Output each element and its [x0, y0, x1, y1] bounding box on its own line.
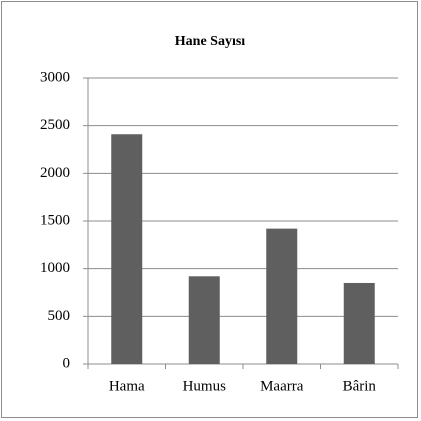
- chart-title: Hane Sayısı: [175, 34, 246, 49]
- y-tick-label: 2000: [40, 165, 70, 181]
- x-tick-label: Hama: [109, 378, 145, 394]
- bar: [188, 276, 220, 364]
- y-tick-label: 500: [48, 308, 71, 324]
- y-tick-label: 1500: [40, 212, 70, 228]
- y-tick-label: 3000: [40, 69, 70, 85]
- bar: [266, 228, 298, 364]
- y-tick-label: 2500: [40, 117, 70, 133]
- x-tick-label: Maarra: [260, 378, 304, 394]
- y-tick-label: 1000: [40, 260, 70, 276]
- y-tick-label: 0: [63, 355, 71, 371]
- bar: [343, 282, 375, 364]
- bar: [111, 134, 143, 364]
- x-tick-label: Humus: [183, 378, 227, 394]
- x-tick-label: Bârin: [343, 378, 377, 394]
